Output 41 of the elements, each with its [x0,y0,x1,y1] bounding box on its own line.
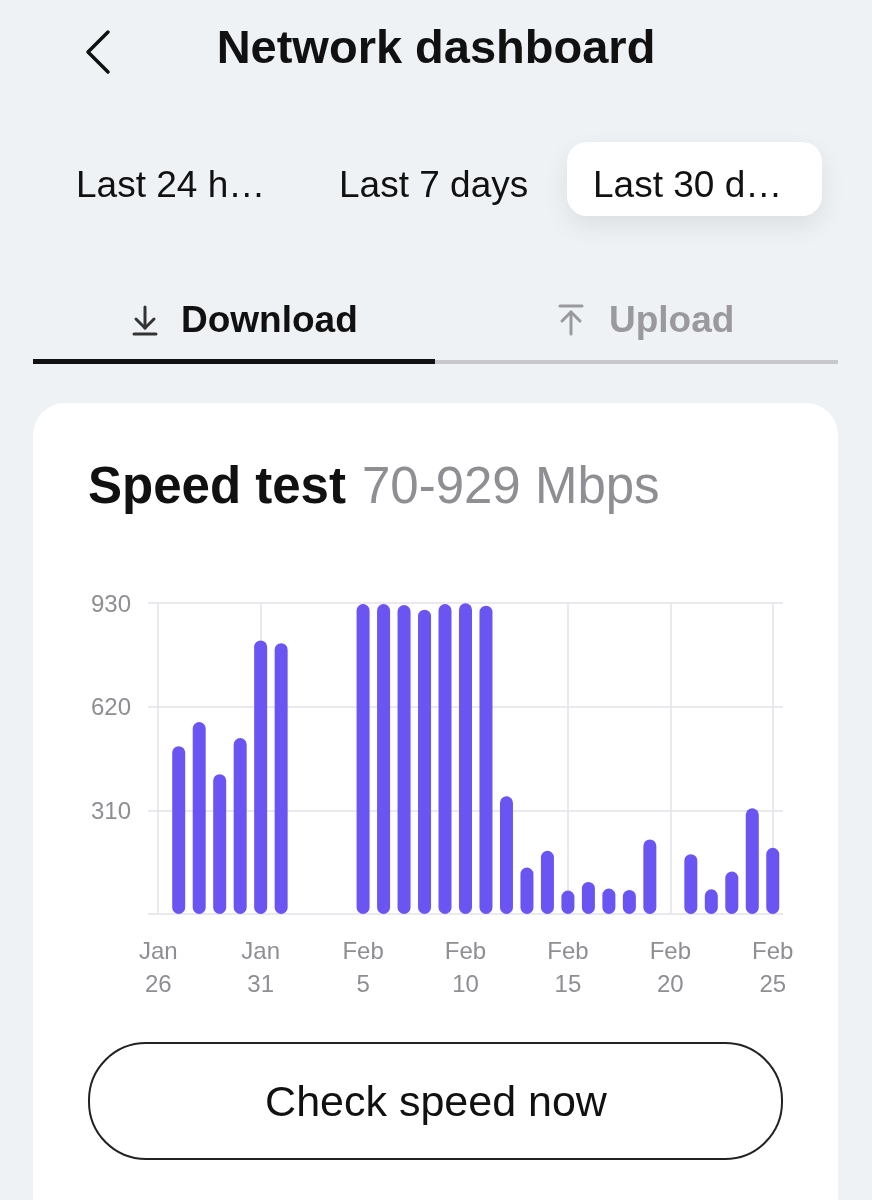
bar [274,643,288,914]
bar [397,605,411,914]
x-tick-label: Feb 20 [649,937,692,997]
x-tick-label: Feb 15 [547,937,589,997]
bar [438,604,452,914]
bar [745,808,759,914]
bar [213,774,227,914]
x-tick-label: Feb 10 [444,937,487,997]
bar [643,839,657,914]
text: Upload [609,299,735,340]
bar [377,604,391,914]
bar [418,609,432,914]
text: Download [181,299,358,340]
x-tick-label: Feb 25 [752,937,794,997]
bar [172,746,186,914]
bar [192,722,206,914]
bar [479,605,493,914]
text: Network dashboard [215,20,657,73]
x-tick-label: Feb 5 [342,937,384,997]
bar [540,850,554,914]
bar [356,604,370,914]
bar [520,867,534,914]
selected-tab[interactable] [567,142,822,216]
text: Last 30 d… [593,164,783,205]
text: Check speed now [264,1077,608,1125]
bar [254,640,268,914]
y-tick-label: 620 [90,693,131,721]
text: Last 7 days [339,164,529,205]
y-tick-label: 310 [90,796,131,824]
bar [233,738,247,914]
bar [499,796,513,914]
bar [684,854,698,914]
text: Last 24 h… [76,164,266,205]
y-tick-label: 930 [90,589,131,617]
x-tick-label: Jan 31 [241,937,281,997]
outlined-button[interactable] [88,1042,783,1160]
bar [766,847,780,914]
chart-subtitle: 70-929 Mbps [361,457,660,514]
x-tick-label: Jan 26 [138,937,178,997]
bar [459,603,472,914]
chart-title: Speed test [88,457,346,514]
